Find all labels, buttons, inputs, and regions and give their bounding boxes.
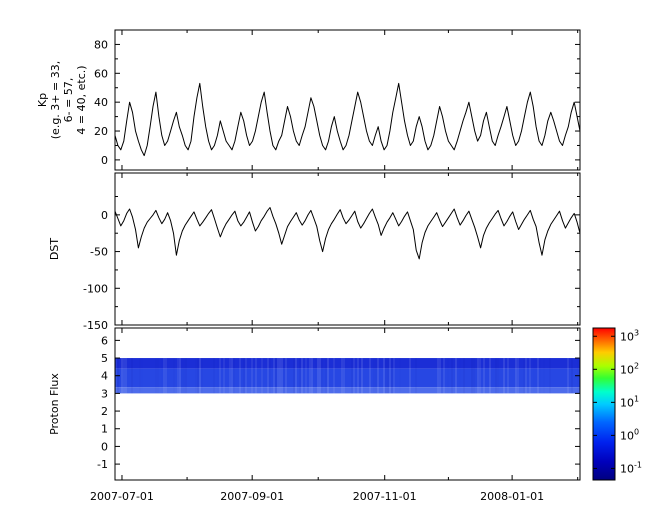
x-tick-label: 2007-07-01 — [90, 490, 154, 503]
colorbar: 103 102 101 100 10-1 — [592, 327, 642, 481]
kp-plot-panel-series — [114, 82, 581, 157]
dst-axis-label: DST — [48, 237, 61, 261]
y-tick-label: 3 — [101, 387, 108, 400]
y-tick-label: 6 — [101, 334, 108, 347]
x-tick-label: 2007-11-01 — [353, 490, 417, 503]
y-tick-label: 20 — [94, 125, 108, 138]
kp-plot-panel: 0 20 40 60 80 — [94, 29, 581, 171]
kp-axis-label-line: 6- = 57, — [62, 77, 75, 123]
colorbar-tick-label: 101 — [620, 394, 639, 409]
colorbar-tick-label: 10-1 — [620, 460, 642, 475]
kp-axis-label-line: (e.g. 3+ = 33, — [49, 60, 62, 140]
x-axis-labels: 2007-07-01 2007-09-01 2007-11-01 2008-01-01 — [90, 490, 544, 503]
y-tick-label: 2 — [101, 405, 108, 418]
colorbar-tick-label: 102 — [620, 361, 639, 376]
y-tick-label: -150 — [83, 319, 108, 332]
x-tick-label: 2008-01-01 — [480, 490, 544, 503]
kp-axis-label-line: Kp — [36, 92, 49, 108]
y-tick-label: 80 — [94, 38, 108, 51]
y-tick-label: 4 — [101, 370, 108, 383]
y-tick-label: 0 — [101, 154, 108, 167]
y-tick-label: 40 — [94, 96, 108, 109]
colorbar-tick-label: 103 — [620, 328, 639, 343]
y-tick-label: 0 — [101, 440, 108, 453]
y-tick-label: -100 — [83, 282, 108, 295]
y-tick-label: 0 — [101, 209, 108, 222]
kp-axis-label: Kp (e.g. 3+ = 33, 6- = 57, 4 = 40, etc.) — [36, 45, 90, 155]
dst-plot-panel-series — [114, 207, 581, 260]
dst-plot-panel: 0 -50 -100 -150 — [83, 172, 581, 332]
y-tick-label: 1 — [101, 423, 108, 436]
y-tick-label: -1 — [97, 458, 108, 471]
proton-flux-plot-panel: -1 0 1 2 3 4 5 6 — [97, 327, 581, 481]
y-tick-label: -50 — [90, 246, 108, 259]
colorbar-tick-label: 100 — [620, 427, 639, 442]
kp-axis-label-line: 4 = 40, etc.) — [75, 65, 88, 135]
y-tick-label: 5 — [101, 352, 108, 365]
x-tick-label: 2007-09-01 — [220, 490, 284, 503]
proton-flux-axis-label: Proton Flux — [48, 373, 61, 435]
y-tick-label: 60 — [94, 67, 108, 80]
